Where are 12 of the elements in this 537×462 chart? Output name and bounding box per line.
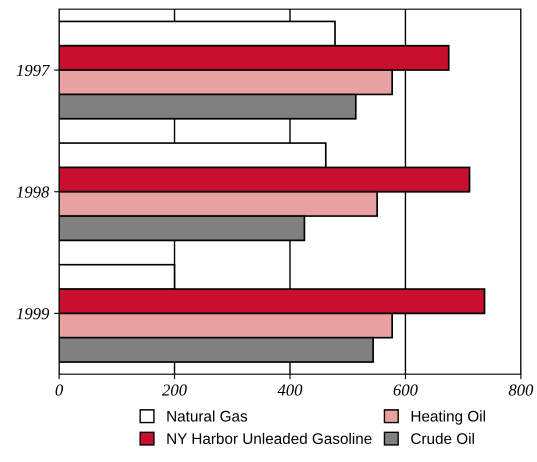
x-tick-label: 200 [162,384,187,396]
y-tick-label: 1997 [16,64,50,76]
y-tick-label: 1999 [16,308,50,320]
x-tick-label: 0 [56,384,64,396]
x-tick-label: 800 [508,384,534,396]
x-tick-label: 600 [394,384,418,396]
y-tick-label: 1998 [16,186,50,198]
legend-label: NY Harbor Unleaded Gasoline [167,432,372,444]
legend-label: Crude Oil [411,432,474,444]
legend-label: Heating Oil [412,410,485,425]
legend-label: Natural Gas [167,410,248,422]
x-tick-label: 400 [278,384,302,396]
